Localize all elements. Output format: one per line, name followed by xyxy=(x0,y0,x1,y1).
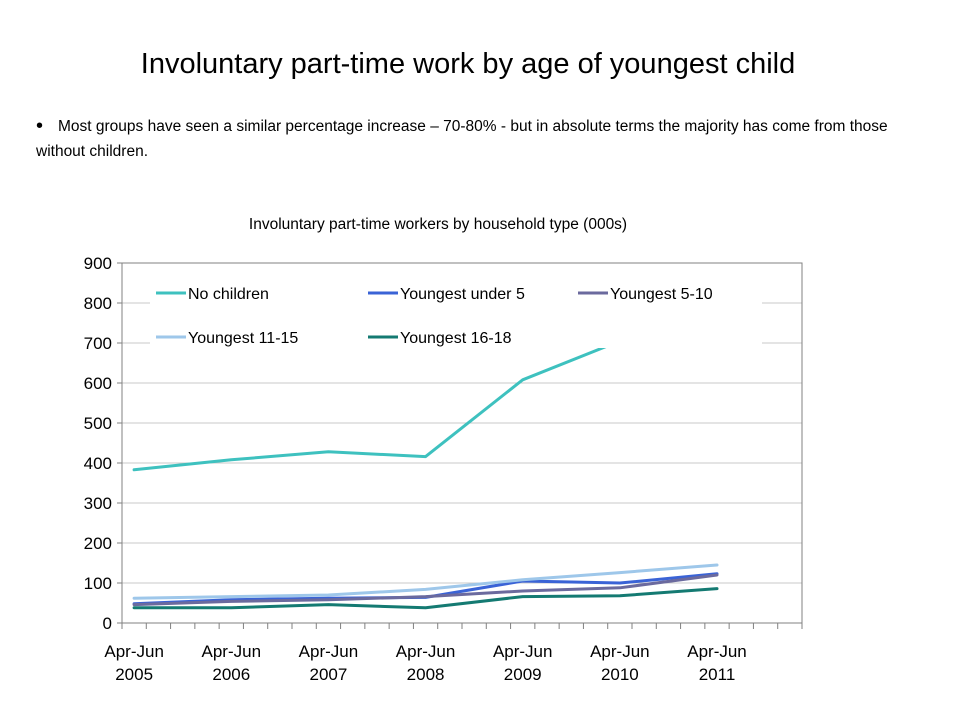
legend-label: No children xyxy=(188,286,269,303)
legend-label: Youngest under 5 xyxy=(400,286,525,303)
x-tick-label-line2: 2008 xyxy=(407,665,445,684)
series-line-youngest-16-18 xyxy=(132,587,719,610)
series-line-youngest-5-10 xyxy=(132,573,719,607)
y-tick-label: 300 xyxy=(84,494,112,513)
x-tick-label-line2: 2009 xyxy=(504,665,542,684)
x-tick-label-line1: Apr-Jun xyxy=(493,642,553,661)
x-tick-label-line1: Apr-Jun xyxy=(299,642,359,661)
x-tick-label-line1: Apr-Jun xyxy=(590,642,650,661)
y-tick-label: 200 xyxy=(84,534,112,553)
series-lines xyxy=(132,311,719,610)
slide-title: Involuntary part-time work by age of you… xyxy=(140,48,796,80)
y-tick-label: 700 xyxy=(84,334,112,353)
bullet-point: • Most groups have seen a similar percent… xyxy=(36,114,896,164)
y-tick-label: 800 xyxy=(84,294,112,313)
x-tick-label: Apr-Jun 2009 xyxy=(493,642,553,684)
y-tick-label: 0 xyxy=(103,614,112,633)
x-tick-label: Apr-Jun 2006 xyxy=(202,642,262,684)
y-tick-label: 100 xyxy=(84,574,112,593)
bullet-text: Most groups have seen a similar percenta… xyxy=(36,118,888,160)
x-tick-label-line1: Apr-Jun xyxy=(104,642,164,661)
x-tick-label: Apr-Jun 2010 xyxy=(590,642,650,684)
x-tick-label-line1: Apr-Jun xyxy=(396,642,456,661)
legend-label: Youngest 11-15 xyxy=(188,330,298,347)
x-tick-label-line2: 2007 xyxy=(310,665,348,684)
x-tick-label: Apr-Jun 2008 xyxy=(396,642,456,684)
legend-label: Youngest 16-18 xyxy=(400,330,512,347)
x-tick-label: Apr-Jun 2005 xyxy=(104,642,164,684)
x-tick-label-line2: 2006 xyxy=(212,665,250,684)
x-tick-label: Apr-Jun 2011 xyxy=(687,642,747,684)
x-tick-label-line2: 2005 xyxy=(115,665,153,684)
y-tick-label: 400 xyxy=(84,454,112,473)
x-tick-label-line1: Apr-Jun xyxy=(687,642,747,661)
legend-background xyxy=(150,276,762,348)
legend-label: Youngest 5-10 xyxy=(610,286,713,303)
series-line-youngest-11-15 xyxy=(132,563,719,600)
chart-title: Involuntary part-time workers by househo… xyxy=(248,216,628,233)
x-tick-label-line2: 2011 xyxy=(699,665,736,684)
bullet-marker: • xyxy=(36,115,44,137)
x-tick-label-line1: Apr-Jun xyxy=(202,642,262,661)
x-tick-label: Apr-Jun 2007 xyxy=(299,642,359,684)
x-tick-label-line2: 2010 xyxy=(601,665,639,684)
y-tick-label: 900 xyxy=(84,254,112,273)
legend: No children Youngest under 5 Youngest 5-10… xyxy=(150,276,762,348)
y-tick-label: 600 xyxy=(84,374,112,393)
y-tick-label: 500 xyxy=(84,414,112,433)
